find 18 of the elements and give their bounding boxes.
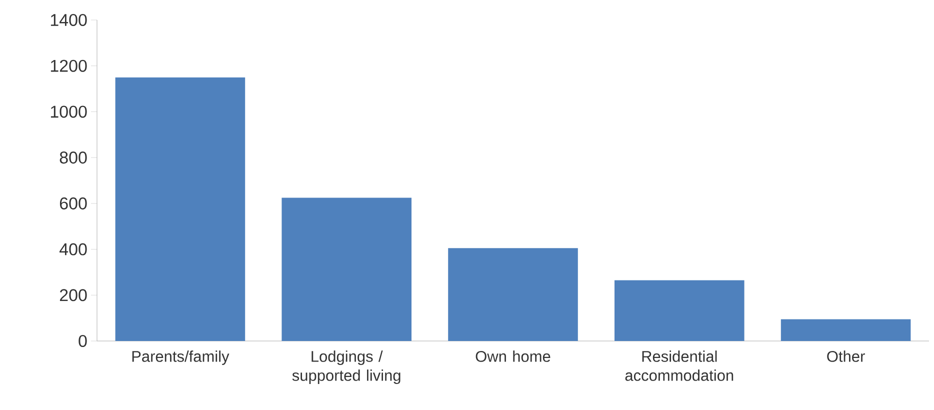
y-tick-label: 600 — [60, 197, 87, 210]
x-tick-label: Lodgings / supported living — [292, 350, 400, 384]
bar — [282, 198, 412, 341]
y-tick-label: 1000 — [50, 106, 87, 118]
x-tick-label: Own home — [476, 350, 550, 362]
y-tick-label: 200 — [60, 289, 87, 302]
x-tick-label: Other — [827, 350, 865, 362]
y-tick-label: 1200 — [50, 60, 87, 72]
y-tick-label: 0 — [78, 334, 87, 348]
y-tick-label: 1400 — [50, 14, 87, 26]
y-tick-label: 400 — [59, 243, 87, 256]
y-tick-label: 800 — [60, 152, 87, 164]
bar — [448, 248, 578, 341]
bar — [115, 77, 246, 341]
bar — [780, 319, 911, 341]
bar — [614, 280, 744, 341]
x-tick-label: Residential accommodation — [625, 350, 734, 381]
x-tick-label: Parents/family — [132, 350, 230, 365]
